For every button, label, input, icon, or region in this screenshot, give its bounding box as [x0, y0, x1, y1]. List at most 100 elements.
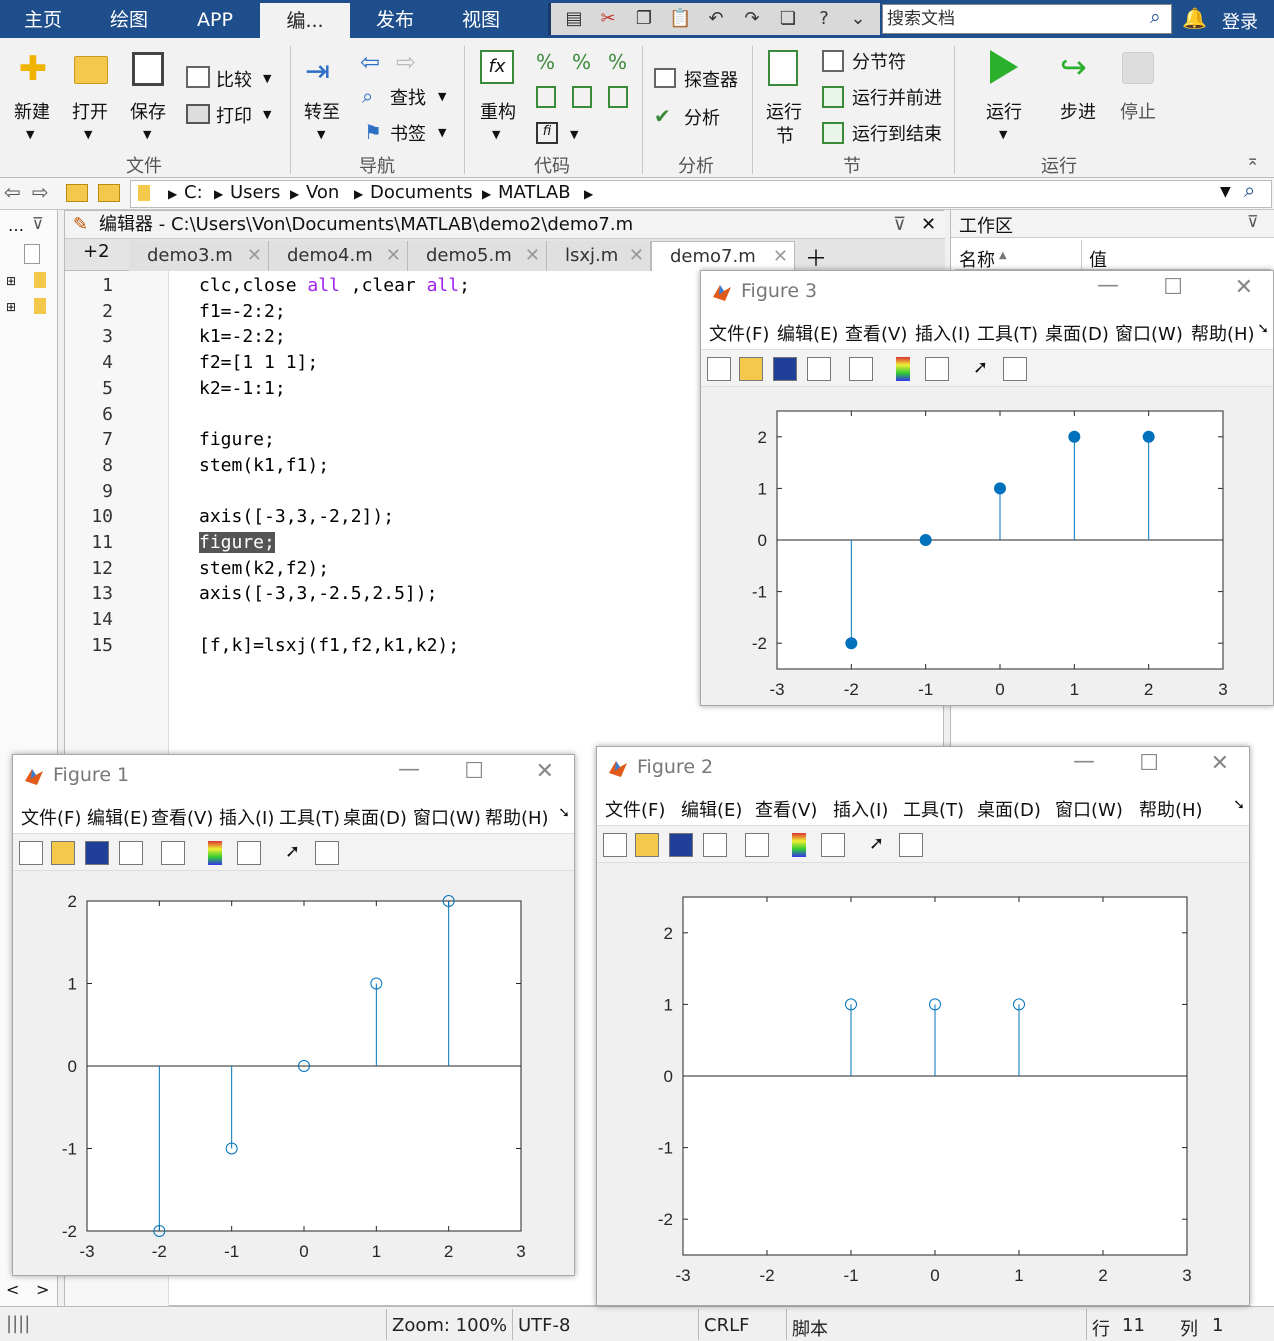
menu-item[interactable]: 查看(V) [845, 324, 908, 345]
pointer-icon[interactable]: ➚ [869, 833, 885, 854]
pointer-icon[interactable]: ➚ [285, 841, 301, 862]
forward-arrow-icon[interactable]: ⇨ [32, 180, 49, 204]
tab-view[interactable]: 视图 [461, 9, 500, 31]
undo-icon[interactable]: ↶ [708, 8, 724, 29]
tab-demo7[interactable]: demo7.m ✕ [651, 241, 795, 271]
stem-marker[interactable] [442, 895, 455, 907]
maximize-icon[interactable]: ☐ [1139, 751, 1159, 776]
section-break-button[interactable]: 分节符 [852, 52, 906, 73]
tab-publish[interactable]: 发布 [375, 9, 414, 31]
menu-item[interactable]: 帮助(H) [485, 808, 549, 829]
login-button[interactable]: 登录 [1222, 12, 1258, 33]
menu-item[interactable]: 桌面(D) [977, 800, 1041, 821]
scroll-left-icon[interactable]: < [6, 1280, 20, 1299]
run-section-label-line2[interactable]: 节 [776, 126, 794, 147]
stem-marker[interactable] [994, 482, 1006, 495]
compare-button[interactable]: 比较 [216, 70, 252, 91]
outdent-icon[interactable] [608, 86, 628, 108]
close-icon[interactable]: ✕ [921, 214, 937, 235]
code-line[interactable]: figure; [199, 429, 275, 451]
paste-icon[interactable]: 📋 [669, 8, 692, 29]
open-button[interactable]: 打开 [72, 102, 108, 123]
save-icon[interactable] [85, 841, 109, 865]
close-icon[interactable]: ✕ [246, 245, 262, 266]
path-segment-matlab[interactable]: MATLAB [498, 182, 571, 203]
menu-item[interactable]: 文件(F) [605, 800, 666, 821]
tab-apps[interactable]: APP [197, 9, 233, 31]
code-line[interactable]: stem(k2,f2); [199, 557, 330, 579]
open-file-icon[interactable] [739, 357, 763, 381]
menu-item[interactable]: 查看(V) [755, 800, 818, 821]
expand-toolbar-icon[interactable]: ➘ [1257, 321, 1269, 337]
tab-overflow[interactable]: +2 [83, 241, 110, 262]
panel-menu-icon[interactable]: ⊽ [893, 214, 907, 235]
code-line[interactable]: [f,k]=lsxj(f1,f2,k1,k2); [199, 634, 460, 656]
menu-item[interactable]: 窗口(W) [1055, 800, 1123, 821]
minimize-icon[interactable]: — [1097, 273, 1119, 298]
find-button[interactable]: 查找 [390, 88, 426, 109]
figure-canvas[interactable]: -3 -2 -1 0 1 2 3 -2 -1 0 1 2 [597, 863, 1249, 1305]
maximize-icon[interactable]: ☐ [1163, 275, 1183, 300]
run-advance-button[interactable]: 运行并前进 [852, 88, 942, 109]
figure-1-window[interactable]: Figure 1 — ☐ ✕ 文件(F) 编辑(E) 查看(V) 插入(I) 工具(T)… [12, 754, 575, 1276]
up-folder-icon[interactable] [66, 184, 88, 202]
menu-item[interactable]: 工具(T) [279, 808, 341, 829]
chevron-down-icon[interactable]: ▼ [438, 126, 447, 139]
menu-item[interactable]: 编辑(E) [681, 800, 743, 821]
uncomment-icon[interactable]: % [572, 50, 592, 74]
chevron-down-icon[interactable]: ▼ [1220, 184, 1231, 200]
menu-item[interactable]: 插入(I) [915, 324, 971, 345]
goto-button[interactable]: 转至 [304, 102, 340, 123]
chevron-down-icon[interactable]: ▼ [143, 128, 152, 141]
menu-item[interactable]: 帮助(H) [1139, 800, 1203, 821]
stem-marker[interactable] [929, 998, 941, 1011]
open-file-icon[interactable] [51, 841, 75, 865]
bookmark-button[interactable]: 书签 [390, 124, 426, 145]
menu-item[interactable]: 工具(T) [903, 800, 965, 821]
stem-marker[interactable] [919, 534, 932, 546]
refactor-button[interactable]: 重构 [480, 102, 516, 123]
chevron-down-icon[interactable]: ▼ [26, 128, 35, 141]
search-icon[interactable]: ⌕ [1150, 6, 1161, 28]
code-line[interactable]: axis([-3,3,-2.5,2.5]); [199, 583, 438, 605]
step-button[interactable]: 步进 [1060, 102, 1096, 123]
chevron-down-icon[interactable]: ▼ [438, 90, 447, 103]
bell-icon[interactable]: 🔔 [1182, 6, 1207, 30]
code-area[interactable]: clc,close all ,clear all; f1=-2:2; k1=-2:2… [65, 271, 945, 771]
panel-menu-icon[interactable]: ⊽ [32, 214, 44, 233]
stem-marker[interactable] [298, 1060, 310, 1072]
new-button[interactable]: 新建 [14, 102, 50, 123]
menu-item[interactable]: 窗口(W) [413, 808, 481, 829]
chevron-down-icon[interactable]: ▼ [317, 128, 326, 141]
save-icon[interactable] [669, 833, 693, 857]
save-icon[interactable] [773, 357, 797, 381]
menu-item[interactable]: 插入(I) [219, 808, 275, 829]
code-line[interactable]: f2=[1 1 1]; [199, 352, 319, 374]
maximize-icon[interactable]: ☐ [464, 759, 484, 784]
figure-canvas[interactable]: -3 -2 -1 0 1 2 3 -2 -1 0 1 2 [701, 387, 1273, 705]
menu-item[interactable]: 插入(I) [833, 800, 889, 821]
menu-item[interactable]: 编辑(E) [777, 324, 839, 345]
new-figure-icon[interactable] [707, 357, 731, 381]
minimize-icon[interactable]: — [1073, 749, 1095, 774]
colorbar-icon[interactable] [208, 841, 222, 865]
indent-icon[interactable] [572, 86, 592, 108]
menu-item[interactable]: 工具(T) [977, 324, 1039, 345]
collapse-ribbon-icon[interactable]: ⌅ [1246, 150, 1260, 169]
chevron-down-icon[interactable]: ⌄ [850, 8, 866, 29]
code-line[interactable]: k2=-1:1; [199, 377, 286, 399]
figure-3-window[interactable]: Figure 3 — ☐ ✕ 文件(F) 编辑(E) 查看(V) 插入(I) 工具(T)… [700, 270, 1274, 706]
browse-folder-icon[interactable] [98, 184, 120, 202]
profiler-button[interactable]: 探查器 [684, 70, 738, 91]
close-icon[interactable]: ✕ [524, 245, 540, 266]
legend-icon[interactable] [237, 841, 261, 865]
code-line[interactable]: axis([-3,3,-2,2]); [199, 506, 395, 528]
tab-plots[interactable]: 绘图 [109, 9, 148, 31]
cut-icon[interactable]: ✂ [600, 8, 616, 29]
function-icon[interactable]: fi [536, 122, 558, 144]
copy-icon[interactable]: ❐ [635, 8, 653, 29]
chevron-down-icon[interactable]: ▼ [263, 108, 272, 121]
comment-icon[interactable]: % [536, 50, 556, 74]
back-arrow-icon[interactable]: ⇦ [4, 180, 21, 204]
